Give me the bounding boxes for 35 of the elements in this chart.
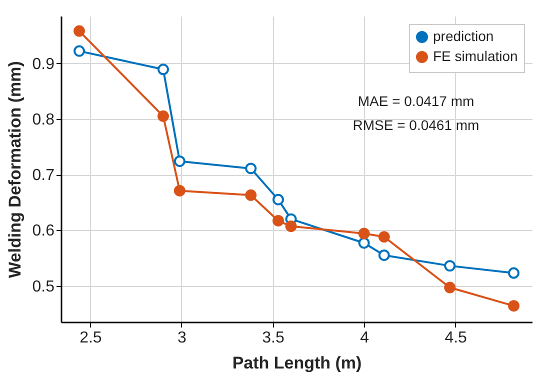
point bbox=[157, 64, 169, 76]
x-tick-label: 3 bbox=[178, 330, 187, 346]
y-tick-label: 0.5 bbox=[32, 278, 55, 296]
point bbox=[245, 189, 257, 201]
point bbox=[74, 25, 85, 37]
point bbox=[74, 45, 85, 57]
point bbox=[285, 220, 297, 232]
x-tick-label: 2.5 bbox=[80, 330, 102, 346]
point bbox=[174, 155, 186, 167]
point bbox=[444, 282, 456, 294]
point bbox=[508, 267, 520, 279]
point bbox=[444, 260, 456, 272]
y-tick-label: 0.7 bbox=[32, 167, 55, 184]
point bbox=[245, 162, 257, 174]
x-tick-label: 4.5 bbox=[444, 330, 468, 346]
point bbox=[272, 194, 284, 206]
point bbox=[508, 300, 520, 312]
point bbox=[378, 250, 390, 261]
x-tick-label: 4 bbox=[360, 330, 370, 346]
y-tick-label: 0.6 bbox=[32, 222, 55, 240]
y-axis-title: Welding Deformation (mm) bbox=[5, 61, 24, 278]
point bbox=[174, 184, 186, 196]
point bbox=[157, 110, 169, 122]
point bbox=[358, 237, 370, 249]
annotation: RMSE = 0.0461 mm bbox=[352, 117, 480, 133]
legend-label: FE simulation bbox=[433, 48, 518, 64]
point bbox=[272, 215, 284, 226]
point bbox=[378, 231, 390, 243]
y-tick-label: 0.9 bbox=[32, 56, 55, 73]
y-tick-label: 0.8 bbox=[32, 111, 55, 128]
x-axis-title: Path Length (m) bbox=[232, 354, 362, 372]
x-tick-label: 3.5 bbox=[262, 330, 284, 346]
annotation: MAE = 0.0417 mm bbox=[358, 93, 474, 109]
point bbox=[358, 228, 370, 240]
legend-label: prediction bbox=[433, 28, 494, 44]
